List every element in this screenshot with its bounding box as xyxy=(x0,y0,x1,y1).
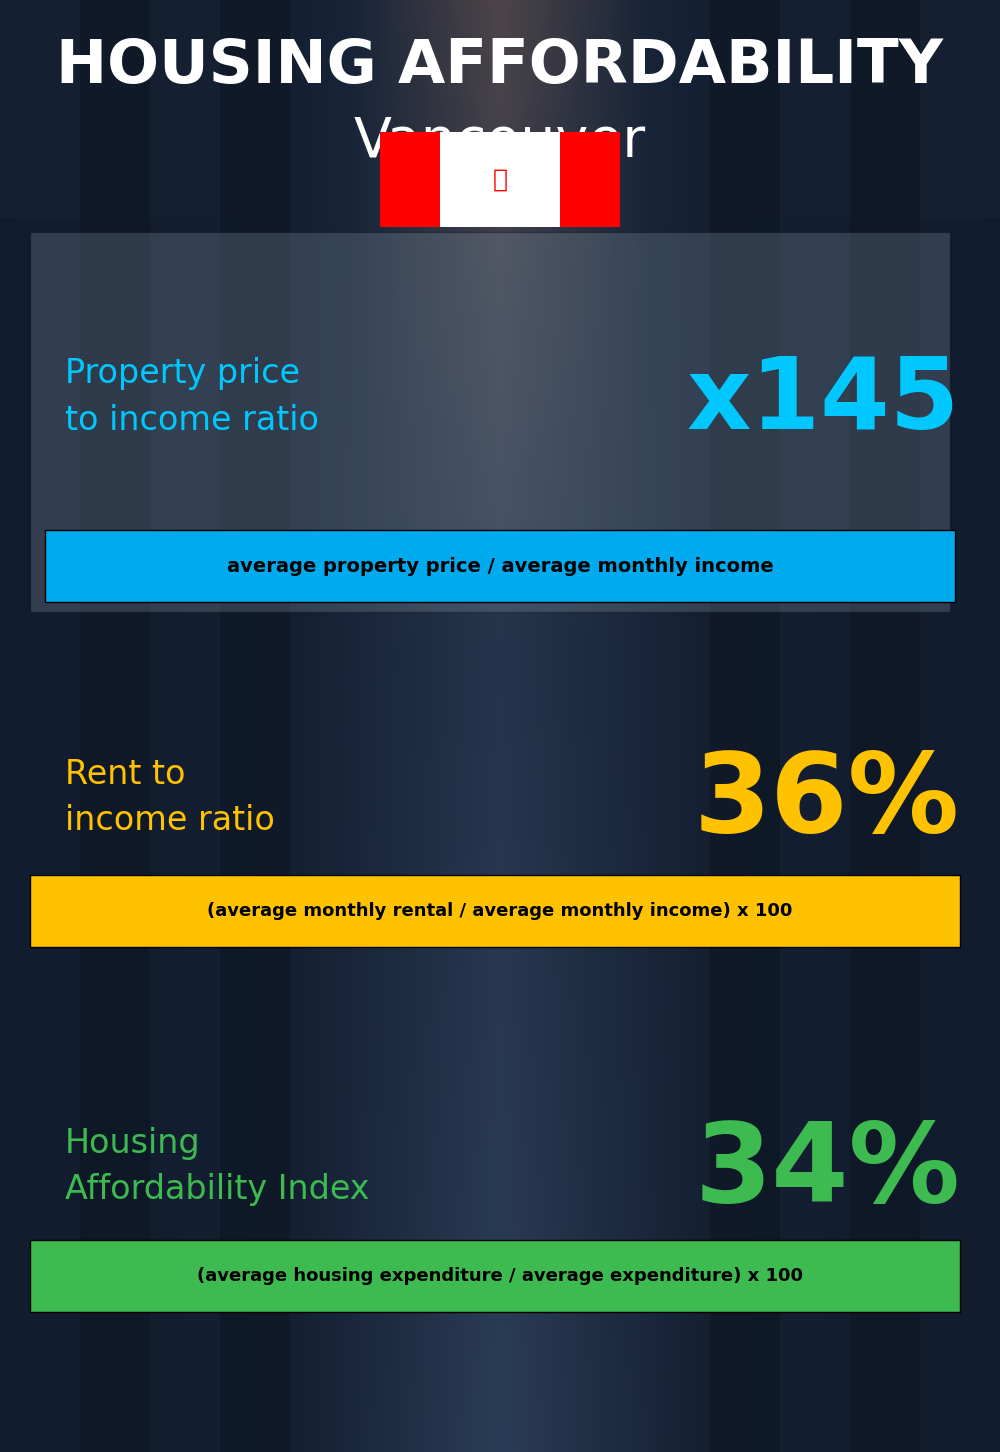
FancyBboxPatch shape xyxy=(45,530,955,603)
Text: HOUSING AFFORDABILITY: HOUSING AFFORDABILITY xyxy=(56,38,944,96)
Text: Rent to
income ratio: Rent to income ratio xyxy=(65,758,275,836)
Text: Vancouver: Vancouver xyxy=(354,115,646,168)
Text: (average monthly rental / average monthly income) x 100: (average monthly rental / average monthl… xyxy=(207,902,793,921)
Bar xyxy=(380,132,620,227)
FancyBboxPatch shape xyxy=(30,1240,960,1313)
Text: average property price / average monthly income: average property price / average monthly… xyxy=(227,556,773,575)
FancyBboxPatch shape xyxy=(30,232,950,611)
Text: x145: x145 xyxy=(687,353,960,450)
Text: Property price
to income ratio: Property price to income ratio xyxy=(65,357,319,437)
FancyBboxPatch shape xyxy=(30,876,960,947)
Bar xyxy=(380,132,440,227)
Text: Housing
Affordability Index: Housing Affordability Index xyxy=(65,1128,370,1207)
Text: (average housing expenditure / average expenditure) x 100: (average housing expenditure / average e… xyxy=(197,1268,803,1285)
Text: 36%: 36% xyxy=(694,748,960,855)
Text: 🍁: 🍁 xyxy=(492,167,508,192)
Bar xyxy=(560,132,620,227)
Text: 34%: 34% xyxy=(694,1118,960,1225)
